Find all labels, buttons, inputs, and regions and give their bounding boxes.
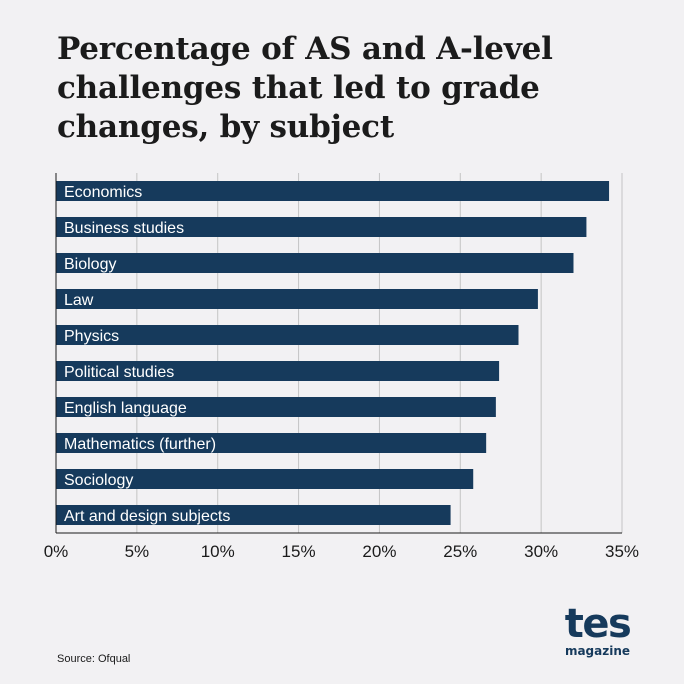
- bar: [56, 397, 496, 417]
- bar-label: Sociology: [64, 472, 133, 489]
- bars: Economics Business studies Biology Law Physi…: [56, 181, 610, 525]
- bar-label: Physics: [64, 328, 119, 345]
- x-tick-label: 0%: [44, 542, 69, 561]
- source-note: Source: Ofqual: [57, 653, 131, 665]
- bar-label: Political studies: [64, 364, 174, 381]
- bar-label: Law: [64, 292, 94, 309]
- bar: [56, 505, 451, 525]
- bar: [56, 433, 487, 453]
- x-tick-label: 10%: [201, 542, 235, 561]
- bar-label: Mathematics (further): [64, 436, 216, 453]
- bar-label: English language: [64, 400, 187, 417]
- bar: [56, 181, 610, 201]
- tes-magazine-logo: tes magazine: [560, 604, 635, 664]
- bar-label: Economics: [64, 184, 142, 201]
- bar: [56, 325, 519, 345]
- bar: [56, 217, 587, 237]
- x-tick-label: 35%: [605, 542, 639, 561]
- x-tick-label: 5%: [125, 542, 150, 561]
- logo-subtitle: magazine: [564, 644, 631, 658]
- bar-label: Biology: [64, 256, 116, 273]
- bar-label: Business studies: [64, 220, 184, 237]
- bar: [56, 253, 574, 273]
- x-tick-label: 15%: [282, 542, 316, 561]
- axes: 0% 5% 10% 15% 20% 25% 30% 35%: [44, 173, 639, 561]
- x-tick-label: 20%: [362, 542, 396, 561]
- bar: [56, 469, 474, 489]
- chart-title: Percentage of AS and A-level challenges …: [57, 31, 553, 145]
- bar-label: Art and design subjects: [64, 508, 230, 525]
- x-tick-label: 25%: [443, 542, 477, 561]
- logo-word: tes: [564, 601, 632, 647]
- bar: [56, 289, 538, 309]
- bar: [56, 361, 500, 381]
- x-tick-label: 30%: [524, 542, 558, 561]
